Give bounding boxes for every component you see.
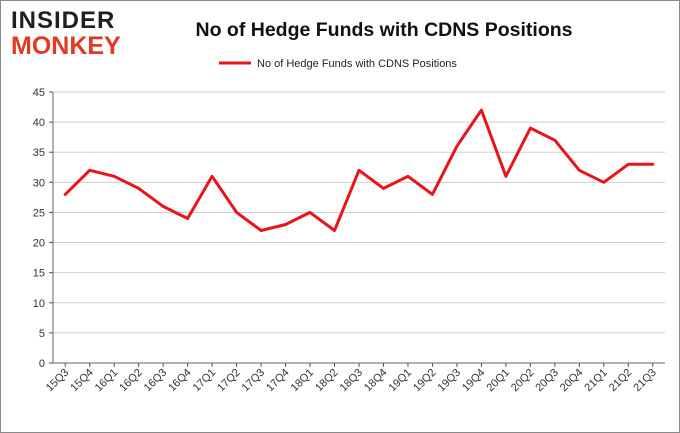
x-tick-label: 16Q4 [166, 367, 194, 395]
series-layer [63, 108, 655, 232]
logo-line2: MONKEY [11, 32, 121, 60]
x-tick-label: 21Q2 [607, 367, 635, 395]
x-tick-label: 17Q4 [264, 367, 292, 395]
y-tick-label: 30 [33, 177, 45, 189]
x-tick-label: 19Q4 [460, 367, 488, 395]
x-tick-label: 15Q4 [68, 367, 96, 395]
x-tick-label: 15Q3 [44, 367, 72, 395]
x-tick-label: 20Q2 [509, 367, 537, 395]
x-tick-label: 16Q2 [117, 367, 145, 395]
x-tick-label: 18Q3 [338, 367, 366, 395]
logo-line1: INSIDER [11, 7, 116, 34]
grid-lines [53, 91, 665, 364]
legend: No of Hedge Funds with CDNS Positions [219, 58, 457, 70]
x-tick-label: 18Q1 [289, 367, 317, 395]
x-tick-label: 20Q4 [558, 367, 586, 395]
x-tick-label: 18Q4 [362, 367, 390, 395]
x-tick-label: 19Q2 [411, 367, 439, 395]
legend-label: No of Hedge Funds with CDNS Positions [257, 58, 457, 70]
y-axis-ticks: 0 5 10 15 20 25 30 35 40 45 [33, 87, 53, 370]
y-tick-label: 25 [33, 207, 45, 219]
y-tick-label: 35 [33, 147, 45, 159]
y-tick-label: 40 [33, 117, 45, 129]
x-tick-label: 21Q3 [631, 367, 659, 395]
x-tick-label: 19Q1 [387, 367, 415, 395]
x-tick-label: 16Q3 [142, 367, 170, 395]
x-tick-label: 17Q2 [215, 367, 243, 395]
y-tick-label: 15 [33, 268, 45, 280]
x-tick-label: 20Q1 [484, 367, 512, 395]
y-tick-label: 45 [33, 87, 45, 99]
y-tick-label: 10 [33, 298, 45, 310]
x-tick-label: 17Q1 [191, 367, 219, 395]
x-axis-ticks: 15Q315Q416Q116Q216Q316Q417Q117Q217Q317Q4… [44, 363, 659, 394]
x-tick-label: 20Q3 [533, 367, 561, 395]
insider-monkey-logo: INSIDER MONKEY [11, 9, 129, 59]
y-tick-label: 5 [39, 328, 45, 340]
x-tick-label: 17Q3 [240, 367, 268, 395]
x-tick-label: 19Q3 [436, 367, 464, 395]
chart-title: No of Hedge Funds with CDNS Positions [195, 19, 573, 41]
series-line [63, 108, 655, 232]
x-tick-label: 16Q1 [93, 367, 121, 395]
y-tick-label: 20 [33, 238, 45, 250]
y-tick-label: 0 [39, 358, 45, 370]
x-tick-label: 21Q1 [582, 367, 610, 395]
axes [52, 92, 665, 364]
x-tick-label: 18Q2 [313, 367, 341, 395]
